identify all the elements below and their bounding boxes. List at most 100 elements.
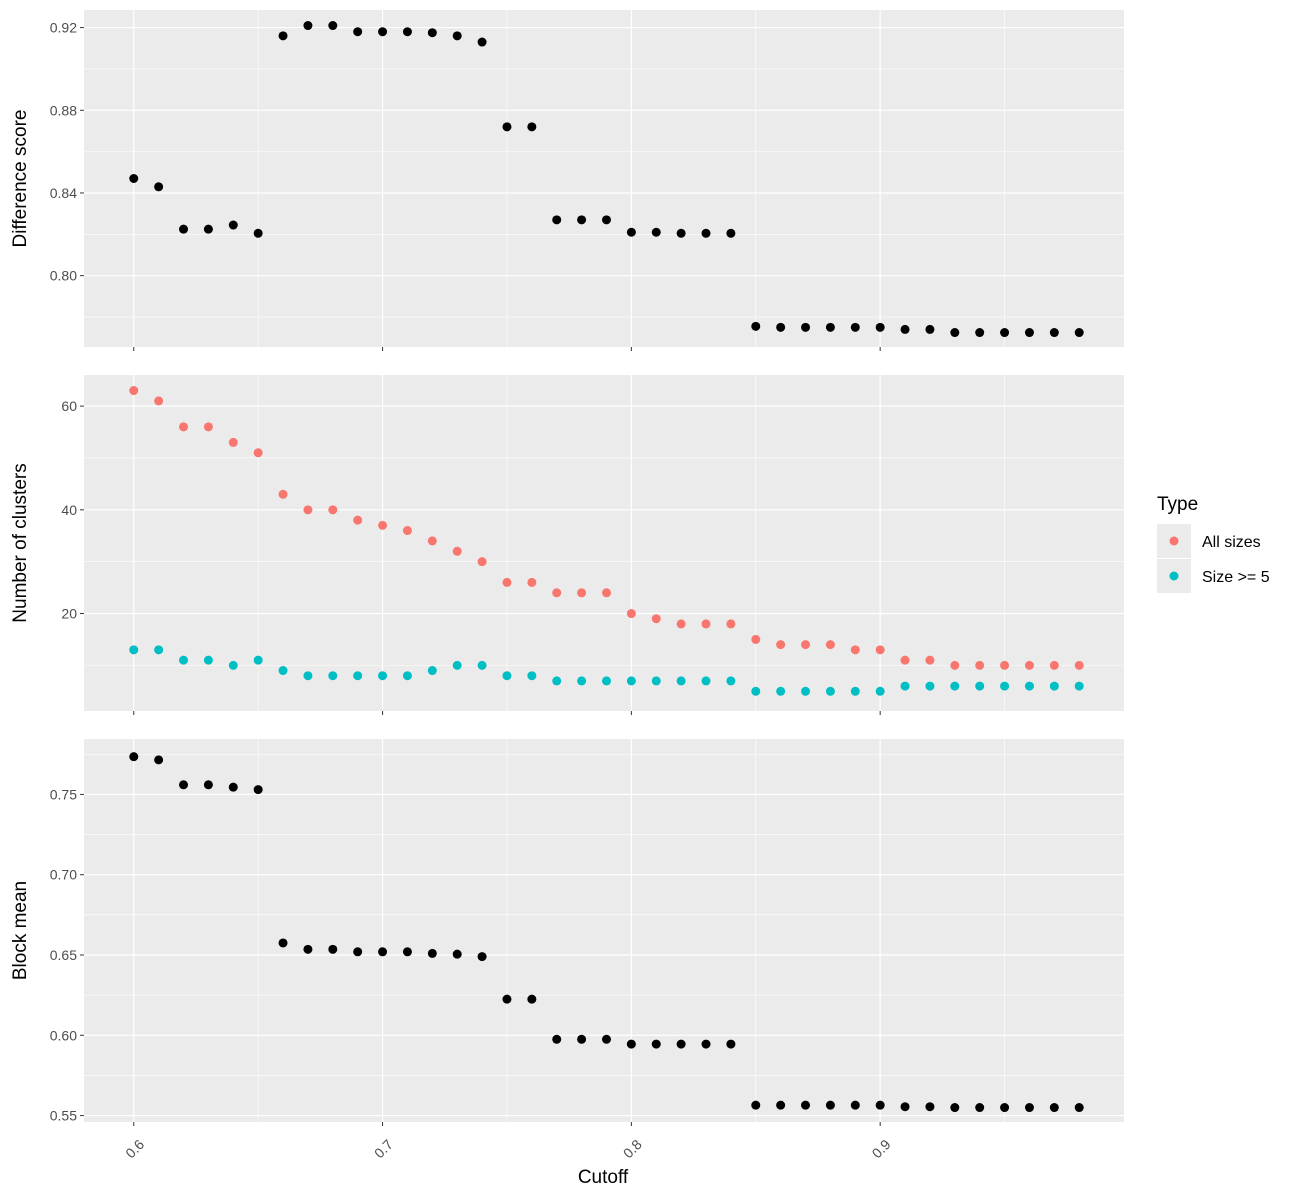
y-tick-label: 0.80: [50, 268, 77, 284]
data-point-single: [1049, 1103, 1059, 1113]
data-point-size-ge-5: [452, 660, 462, 670]
data-point-single: [1074, 1103, 1084, 1113]
data-point-all-sizes: [776, 640, 786, 650]
data-point-single: [726, 228, 736, 238]
data-point-single: [154, 755, 164, 765]
data-point-all-sizes: [676, 619, 686, 629]
data-point-all-sizes: [303, 505, 313, 515]
data-point-size-ge-5: [925, 681, 935, 691]
data-point-size-ge-5: [850, 686, 860, 696]
data-point-single: [278, 938, 288, 948]
data-point-all-sizes: [502, 577, 512, 587]
data-point-single: [328, 21, 338, 31]
data-point-all-sizes: [353, 515, 363, 525]
data-point-single: [502, 994, 512, 1004]
data-point-all-sizes: [975, 660, 985, 670]
y-tick-label: 0.75: [50, 786, 77, 802]
data-point-size-ge-5: [801, 686, 811, 696]
data-point-all-sizes: [452, 546, 462, 556]
data-point-size-ge-5: [502, 671, 512, 681]
data-point-all-sizes: [552, 588, 562, 598]
data-point-size-ge-5: [601, 676, 611, 686]
data-point-size-ge-5: [701, 676, 711, 686]
data-point-single: [179, 224, 189, 234]
data-point-single: [1049, 328, 1059, 338]
y-tick-label: 20: [61, 606, 77, 622]
data-point-single: [701, 228, 711, 238]
data-point-single: [402, 27, 412, 37]
data-point-size-ge-5: [129, 645, 139, 655]
data-point-single: [552, 215, 562, 225]
legend-label-all-sizes: All sizes: [1202, 534, 1261, 551]
data-point-all-sizes: [1074, 660, 1084, 670]
panel-background: [84, 10, 1124, 347]
x-tick-label: 0.8: [620, 1136, 645, 1161]
panel-background: [84, 375, 1124, 711]
y-tick-label: 0.70: [50, 867, 77, 883]
data-point-single: [701, 1039, 711, 1049]
y-tick-label: 0.84: [50, 185, 77, 201]
data-point-all-sizes: [701, 619, 711, 629]
data-point-all-sizes: [154, 396, 164, 406]
data-point-single: [1024, 1103, 1034, 1113]
data-point-single: [154, 182, 164, 192]
data-point-single: [676, 1039, 686, 1049]
data-point-single: [651, 1039, 661, 1049]
data-point-all-sizes: [875, 645, 885, 655]
data-point-size-ge-5: [228, 660, 238, 670]
data-point-all-sizes: [950, 660, 960, 670]
data-point-size-ge-5: [427, 666, 437, 676]
data-point-size-ge-5: [527, 671, 537, 681]
data-point-single: [651, 227, 661, 237]
data-point-single: [850, 1100, 860, 1110]
data-point-size-ge-5: [402, 671, 412, 681]
data-point-all-sizes: [527, 577, 537, 587]
data-point-all-sizes: [1000, 660, 1010, 670]
x-tick-label: 0.6: [122, 1136, 147, 1161]
x-tick-label: 0.7: [371, 1136, 396, 1161]
data-point-size-ge-5: [477, 660, 487, 670]
data-point-single: [850, 322, 860, 332]
data-point-single: [626, 227, 636, 237]
data-point-all-sizes: [850, 645, 860, 655]
data-point-single: [726, 1039, 736, 1049]
data-point-size-ge-5: [676, 676, 686, 686]
data-point-single: [278, 31, 288, 41]
data-point-all-sizes: [402, 526, 412, 536]
data-point-single: [626, 1039, 636, 1049]
legend-key-all-sizes: [1169, 536, 1179, 546]
data-point-single: [303, 944, 313, 954]
data-point-size-ge-5: [179, 655, 189, 665]
data-point-single: [751, 1100, 761, 1110]
data-point-size-ge-5: [353, 671, 363, 681]
data-point-single: [378, 947, 388, 957]
data-point-single: [875, 322, 885, 332]
data-point-size-ge-5: [1074, 681, 1084, 691]
data-point-single: [1000, 1103, 1010, 1113]
data-point-all-sizes: [726, 619, 736, 629]
panel-background: [84, 739, 1124, 1122]
data-point-size-ge-5: [950, 681, 960, 691]
data-point-all-sizes: [253, 448, 263, 458]
data-point-single: [328, 944, 338, 954]
data-point-size-ge-5: [328, 671, 338, 681]
data-point-single: [253, 785, 263, 795]
y-tick-label: 0.88: [50, 102, 77, 118]
data-point-single: [179, 780, 189, 790]
data-point-all-sizes: [801, 640, 811, 650]
data-point-size-ge-5: [726, 676, 736, 686]
data-point-single: [378, 27, 388, 37]
data-point-single: [601, 215, 611, 225]
data-point-single: [527, 994, 537, 1004]
data-point-single: [203, 780, 213, 790]
legend-title: Type: [1157, 494, 1198, 515]
data-point-all-sizes: [179, 422, 189, 432]
x-axis-title: Cutoff: [578, 1167, 629, 1188]
data-point-single: [228, 220, 238, 230]
data-point-single: [477, 952, 487, 962]
data-point-single: [950, 328, 960, 338]
data-point-all-sizes: [203, 422, 213, 432]
data-point-single: [452, 949, 462, 959]
data-point-all-sizes: [601, 588, 611, 598]
y-tick-label: 0.65: [50, 947, 77, 963]
